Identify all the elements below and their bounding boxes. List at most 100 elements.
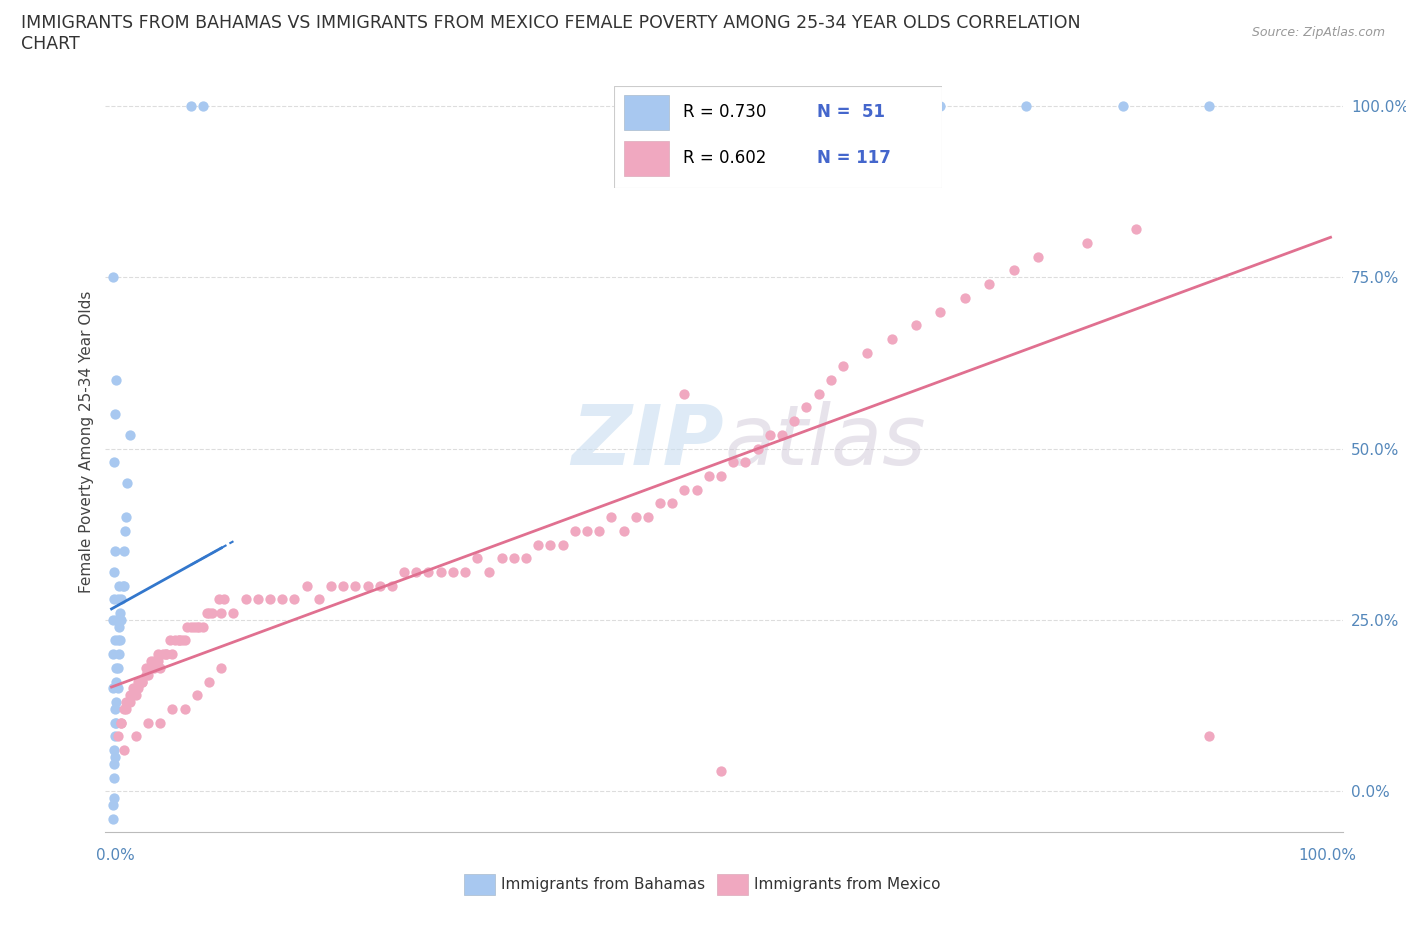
Point [588,524,610,538]
Point [186,688,208,703]
Point [979,277,1001,292]
Point [759,428,782,443]
Point [104,633,127,648]
Point [159,633,181,648]
Point [104,729,127,744]
Point [173,633,195,648]
Point [856,345,879,360]
Point [104,715,127,730]
Point [108,605,131,620]
Point [162,701,184,716]
Point [953,290,976,305]
Point [108,633,131,648]
Point [418,565,440,579]
Point [143,654,166,669]
Point [200,605,222,620]
Text: CHART: CHART [21,35,80,53]
Point [110,613,132,628]
Point [538,538,561,552]
Point [108,646,131,661]
Point [136,715,159,730]
Point [105,674,128,689]
Point [103,743,125,758]
Point [107,729,129,744]
Point [108,619,131,634]
Point [107,633,129,648]
Point [527,538,550,552]
Point [122,688,145,703]
Point [107,660,129,675]
Text: ZIP: ZIP [571,401,724,483]
Point [929,304,952,319]
Point [104,750,127,764]
Point [515,551,537,565]
Point [149,660,172,675]
Point [575,524,598,538]
Point [1026,249,1049,264]
Point [105,660,128,675]
Point [332,578,354,593]
Point [146,654,169,669]
Text: atlas: atlas [724,401,925,483]
Point [127,674,149,689]
Point [564,524,586,538]
Point [115,695,138,710]
Point [104,701,127,716]
Point [405,565,427,579]
Point [112,701,135,716]
Point [191,99,214,113]
Point [110,591,132,606]
Point [183,619,205,634]
Point [136,668,159,683]
Point [135,668,157,683]
Point [103,455,125,470]
Point [115,510,138,525]
Point [502,551,524,565]
FancyBboxPatch shape [624,95,669,129]
Point [118,688,141,703]
Point [308,591,330,606]
Point [101,681,124,696]
Text: 0.0%: 0.0% [96,848,135,863]
Point [710,764,733,778]
Text: N =  51: N = 51 [817,103,884,121]
FancyBboxPatch shape [624,141,669,176]
Point [551,538,574,552]
Point [637,510,659,525]
Point [880,331,903,346]
Text: 100.0%: 100.0% [1299,848,1357,863]
Point [465,551,488,565]
Point [103,790,125,805]
Point [162,646,184,661]
Point [135,660,157,675]
Point [131,674,153,689]
Point [186,619,208,634]
Point [1002,263,1025,278]
Point [381,578,404,593]
Point [648,496,671,511]
Point [807,386,830,401]
Point [905,318,928,333]
Point [429,565,451,579]
Point [101,798,124,813]
Point [454,565,477,579]
Point [259,591,281,606]
Point [127,681,149,696]
Point [167,633,190,648]
Point [600,510,623,525]
Point [103,756,125,771]
Text: Immigrants from Bahamas: Immigrants from Bahamas [501,877,704,892]
Point [271,591,294,606]
Point [209,660,232,675]
Point [832,359,855,374]
Text: R = 0.602: R = 0.602 [682,150,766,167]
Point [180,619,202,634]
Point [155,646,177,661]
Point [441,565,464,579]
Point [101,270,124,285]
Point [820,373,842,388]
Point [112,544,135,559]
Point [697,469,720,484]
Point [295,578,318,593]
Point [131,674,153,689]
